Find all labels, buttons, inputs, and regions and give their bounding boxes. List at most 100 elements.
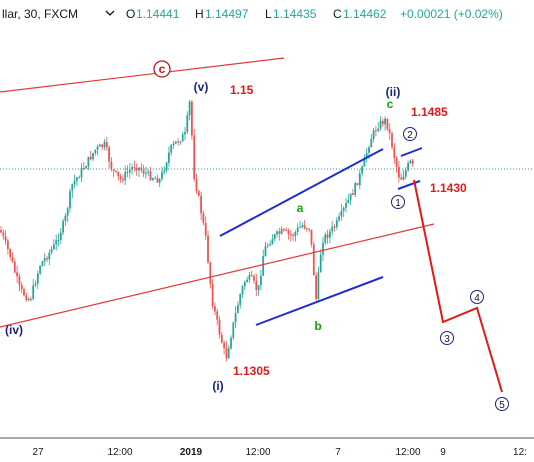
wave-3-circle-marker: 3: [440, 331, 454, 345]
wave-3-label: 3: [444, 334, 450, 345]
candle-body: [246, 279, 248, 282]
x-tick-7: 7: [335, 447, 341, 458]
candle-body: [138, 167, 140, 171]
x-axis[interactable]: 27 12:00 2019 12:00 7 12:00 9 12:: [0, 437, 534, 458]
candle-body: [220, 334, 223, 343]
candle-body: [260, 275, 262, 286]
candle-body: [243, 282, 246, 287]
candle-body: [356, 183, 359, 186]
wave-projection-path[interactable]: [413, 179, 503, 393]
channel-lower-blue-line[interactable]: [255, 276, 384, 326]
candle-body: [398, 166, 400, 178]
open-value: 1.14441: [136, 7, 180, 21]
candle-body: [223, 342, 225, 348]
candle-body: [193, 135, 196, 180]
wave2-lower-blue-line[interactable]: [397, 180, 421, 190]
x-tick-1200-b: 12:00: [245, 447, 270, 458]
candle-body: [312, 244, 315, 276]
candle-body: [333, 226, 336, 228]
candle-body: [255, 280, 258, 290]
candle-body: [345, 202, 347, 208]
candle-body: [241, 286, 244, 295]
candle-body: [110, 161, 113, 170]
candle-body: [280, 229, 283, 234]
candle-body: [4, 236, 7, 241]
price-level-11485: 1.1485: [411, 105, 448, 119]
candle-body: [319, 254, 322, 273]
candle-body: [308, 228, 311, 230]
candle-body: [370, 138, 373, 148]
candlestick-series: [0, 99, 414, 362]
candle-body: [59, 232, 62, 240]
candle-body: [186, 115, 189, 132]
candle-body: [34, 283, 37, 286]
candle-body: [386, 118, 389, 130]
candle-body: [301, 225, 304, 227]
price-level-11430: 1.1430: [430, 181, 467, 195]
candle-body: [108, 147, 110, 162]
symbol-title: llar, 30, FXCM: [2, 7, 78, 21]
candle-body: [271, 239, 274, 245]
candle-body: [99, 144, 101, 147]
wave2-upper-blue-line[interactable]: [400, 147, 423, 157]
candle-body: [216, 311, 219, 320]
candle-body: [377, 128, 380, 131]
candle-body: [338, 216, 340, 221]
candle-body: [381, 120, 384, 125]
channel-lower-red-line[interactable]: [0, 223, 435, 328]
candle-body: [73, 180, 76, 185]
candle-body: [294, 232, 297, 237]
candle-body: [2, 232, 5, 237]
candle-body: [53, 244, 55, 250]
wave-a-label: a: [297, 201, 304, 215]
change-value: +0.00021 (+0.02%): [400, 7, 503, 21]
chevron-down-icon[interactable]: [105, 10, 115, 16]
candle-body: [409, 160, 412, 163]
channel-upper-blue-line[interactable]: [219, 148, 384, 237]
candle-body: [324, 234, 327, 243]
x-tick-27: 27: [32, 447, 44, 458]
close-value: 1.14462: [343, 7, 387, 21]
wave-ii-label: (ii): [386, 85, 401, 99]
candle-body: [296, 227, 299, 232]
wave-4-label: 4: [474, 293, 480, 304]
candle-body: [46, 258, 48, 260]
candle-body: [299, 226, 301, 228]
candle-body: [131, 167, 133, 170]
candle-body: [23, 289, 25, 296]
candle-body: [105, 142, 108, 148]
candle-body: [207, 235, 209, 263]
wave-c-label: c: [387, 97, 394, 111]
candle-body: [237, 305, 239, 313]
candle-body: [400, 177, 403, 180]
x-tick-2019: 2019: [180, 447, 203, 458]
candle-body: [340, 210, 343, 217]
candle-body: [411, 160, 414, 164]
wave-1-circle-marker: 1: [391, 195, 405, 209]
candle-body: [78, 177, 81, 179]
candle-body: [18, 276, 21, 285]
candle-body: [7, 240, 9, 249]
candle-body: [168, 152, 170, 163]
candle-body: [25, 295, 28, 301]
candle-body: [230, 337, 232, 349]
wave-b-label: b: [314, 319, 321, 333]
candle-body: [66, 208, 69, 216]
candle-body: [43, 258, 46, 262]
channel-upper-red-line[interactable]: [0, 57, 285, 93]
candle-body: [172, 143, 175, 146]
candle-body: [347, 199, 350, 203]
candle-body: [202, 213, 205, 223]
candle-body: [227, 348, 230, 359]
candle-body: [264, 246, 267, 257]
candle-body: [322, 242, 324, 255]
candle-body: [273, 234, 276, 240]
candle-body: [218, 319, 221, 335]
candle-body: [276, 231, 278, 235]
candle-body: [195, 179, 198, 192]
close-label: C: [333, 7, 342, 21]
candle-body: [310, 229, 313, 245]
candle-body: [375, 130, 377, 132]
price-level-11305: 1.1305: [233, 364, 270, 378]
